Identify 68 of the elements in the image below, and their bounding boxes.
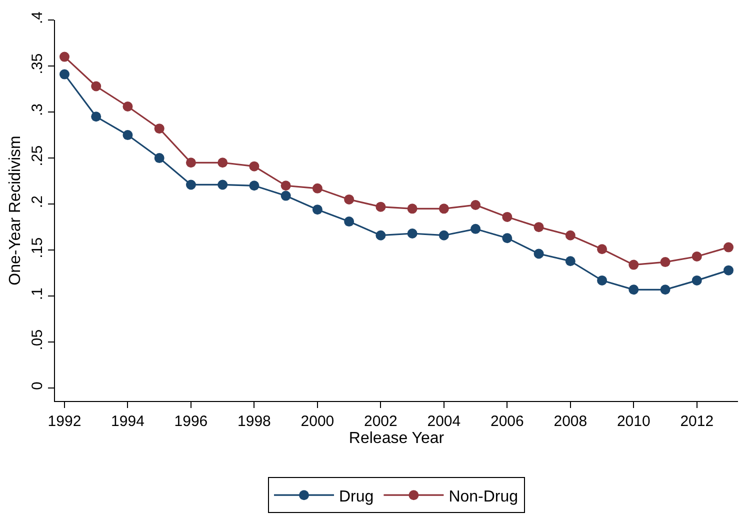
point [154,153,164,164]
point [565,256,576,266]
point [186,158,196,168]
point [312,204,322,215]
point [344,194,354,204]
y-tick-label: 0 [29,382,46,390]
point [312,183,322,194]
y-tick-label: .05 [29,329,46,350]
point [597,275,608,286]
y-tick-label: .25 [29,145,46,166]
y-axis-title: One-Year Recidivism [6,136,24,286]
point [59,52,70,62]
y-tick-label: .35 [29,53,46,74]
point [724,265,734,276]
x-tick-label: 2002 [364,413,398,430]
point [218,158,228,168]
x-tick-label: 2004 [427,413,461,430]
point [344,216,354,227]
point [91,81,102,92]
point [660,257,670,268]
y-tick-label: .2 [29,196,46,208]
point [692,252,702,262]
point [122,130,133,140]
x-tick-label: 2012 [680,413,714,430]
legend-label: Drug [339,488,374,506]
point [280,180,291,191]
x-tick-label: 1998 [238,413,271,430]
point [470,200,481,210]
point [376,230,386,240]
point [565,230,576,240]
point [249,180,260,191]
legend-label: Non-Drug [448,488,518,506]
x-tick-label: 2000 [300,413,334,430]
point [470,224,481,234]
point [628,284,639,295]
y-tick-label: .1 [29,288,46,300]
x-axis-title: Release Year [348,430,445,447]
point [534,222,544,232]
point [154,124,164,134]
point [91,112,102,122]
point [534,248,544,259]
point [502,212,512,222]
point [692,275,702,286]
point [438,204,449,214]
point [376,202,386,212]
x-tick-label: 1992 [48,413,82,430]
point [660,284,670,295]
x-tick-label: 1994 [111,413,144,430]
y-tick-label: .4 [29,11,46,24]
x-tick-label: 1996 [174,413,208,430]
point [407,228,418,239]
y-tick-label: .3 [29,104,46,116]
point [724,242,734,252]
point [186,180,196,190]
point [122,102,133,112]
point [59,69,70,80]
point [249,161,260,172]
point [597,244,608,254]
x-tick-label: 2008 [554,413,588,430]
point [280,190,291,201]
point [438,230,449,240]
point [218,180,228,190]
point [628,260,639,270]
x-tick-label: 2006 [490,413,524,430]
y-tick-label: .15 [29,237,46,258]
point [502,233,512,244]
point [407,204,418,214]
x-tick-label: 2010 [616,413,650,430]
